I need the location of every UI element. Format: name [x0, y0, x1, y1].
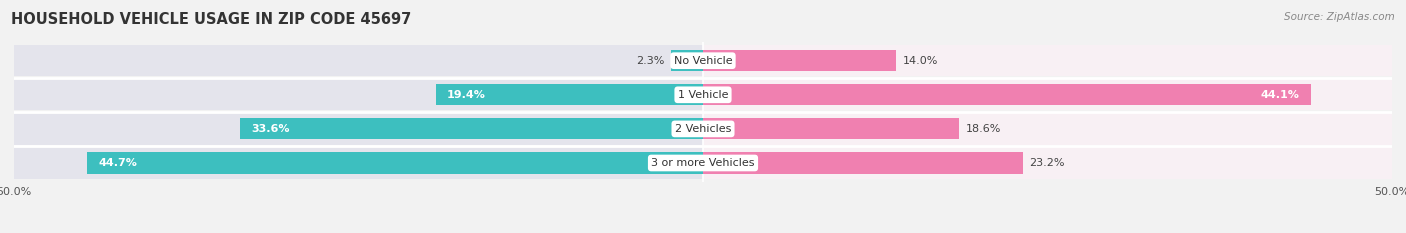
Text: 2.3%: 2.3%	[636, 56, 665, 66]
Text: 23.2%: 23.2%	[1029, 158, 1066, 168]
Bar	[703, 113, 1392, 144]
Text: 1 Vehicle: 1 Vehicle	[678, 90, 728, 100]
Bar	[703, 152, 1022, 174]
Bar	[703, 79, 1392, 110]
Text: 44.7%: 44.7%	[98, 158, 136, 168]
Bar	[14, 45, 703, 76]
Text: 33.6%: 33.6%	[252, 124, 290, 134]
Bar	[14, 113, 703, 144]
Bar	[14, 147, 703, 179]
Text: HOUSEHOLD VEHICLE USAGE IN ZIP CODE 45697: HOUSEHOLD VEHICLE USAGE IN ZIP CODE 4569…	[11, 12, 412, 27]
Text: 18.6%: 18.6%	[966, 124, 1001, 134]
Text: 44.1%: 44.1%	[1261, 90, 1299, 100]
Text: 19.4%: 19.4%	[447, 90, 485, 100]
Bar	[703, 84, 1310, 105]
Bar	[703, 45, 1392, 76]
Text: 14.0%: 14.0%	[903, 56, 938, 66]
Bar	[436, 84, 703, 105]
Text: 2 Vehicles: 2 Vehicles	[675, 124, 731, 134]
Bar	[671, 50, 703, 71]
Bar	[14, 79, 703, 110]
Text: 3 or more Vehicles: 3 or more Vehicles	[651, 158, 755, 168]
Bar	[703, 147, 1392, 179]
Bar	[703, 50, 896, 71]
Text: Source: ZipAtlas.com: Source: ZipAtlas.com	[1284, 12, 1395, 22]
Bar	[703, 118, 959, 140]
Bar	[87, 152, 703, 174]
Bar	[240, 118, 703, 140]
Text: No Vehicle: No Vehicle	[673, 56, 733, 66]
